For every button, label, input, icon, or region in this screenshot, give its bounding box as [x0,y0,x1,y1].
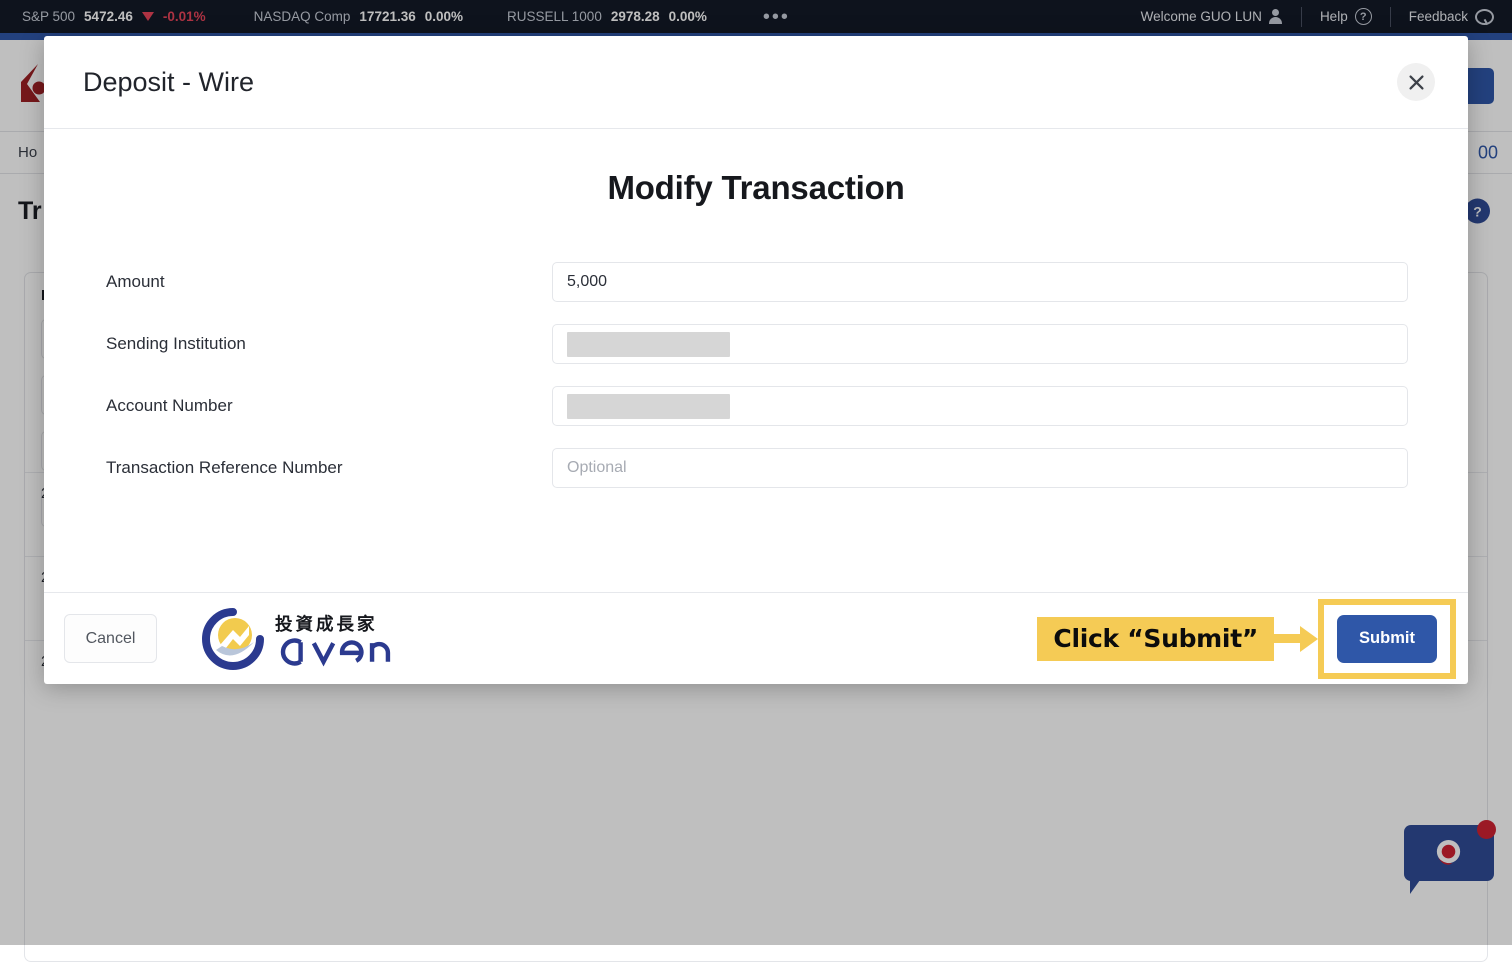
aven-logo-mark-icon [202,607,264,670]
field-row-amount: Amount [106,251,1468,313]
ticker-change: 0.00% [424,9,464,24]
ticker-name: S&P 500 [22,9,76,24]
aven-logo: 投資成長家 [202,607,409,670]
person-icon [1269,8,1283,25]
redacted-value [567,331,730,357]
page-title: Tr [18,196,42,225]
click-submit-annotation: Click “Submit” Submit [1037,598,1456,679]
field-row-account-number: Account Number [106,375,1468,437]
close-x-glyph [1408,74,1424,90]
account-number-input[interactable] [552,386,1408,426]
logo-cjk-text: 投資成長家 [275,614,378,635]
arrow-right-icon [1274,625,1318,652]
logo-latin-text [280,637,391,666]
close-icon[interactable] [1397,63,1435,101]
redacted-value [567,393,730,419]
help-link[interactable]: Help ? [1320,8,1372,25]
ticker-item-sp500[interactable]: S&P 500 5472.46 -0.01% [22,9,206,24]
label-account-number: Account Number [106,396,233,415]
label-sending-institution: Sending Institution [106,334,246,353]
help-label: Help [1319,9,1348,24]
ticker-value: 5472.46 [84,9,133,24]
chat-notification-dot [1477,820,1496,839]
modal-header: Deposit - Wire [44,36,1468,129]
transaction-reference-number-input[interactable] [552,448,1408,488]
feedback-icon [1475,8,1494,25]
brand-logo-icon [21,64,46,102]
annotation-highlight-ring: Submit [1318,598,1456,679]
help-badge-icon[interactable]: ? [1465,198,1490,224]
sending-institution-input[interactable] [552,324,1408,364]
ticker-item-nasdaq[interactable]: NASDAQ Comp 17721.36 0.00% [254,9,463,24]
arrow-down-icon [141,12,154,21]
ticker-name: RUSSELL 1000 [507,9,602,24]
welcome-label: Welcome GUO LUN [1140,9,1262,24]
chat-widget[interactable] [1404,820,1496,894]
label-amount: Amount [106,272,165,291]
label-transaction-reference-number: Transaction Reference Number [106,458,343,477]
submit-button[interactable]: Submit [1337,614,1437,663]
modal-footer: Cancel 投資成長家 [44,592,1468,684]
question-mark-icon: ? [1354,8,1372,25]
field-row-transaction-reference-number: Transaction Reference Number [106,437,1468,499]
header-balance: 00 [1477,142,1498,162]
ticker-item-russell1000[interactable]: RUSSELL 1000 2978.28 0.00% [507,9,707,24]
ticker-value: 17721.36 [359,9,416,24]
modal-title: Deposit - Wire [83,66,255,97]
cancel-button[interactable]: Cancel [64,614,157,663]
amount-input[interactable] [552,262,1408,302]
breadcrumb-item-home[interactable]: Ho [18,144,38,161]
annotation-label: Click “Submit” [1037,616,1274,661]
feedback-label: Feedback [1408,9,1468,24]
divider [1389,6,1391,27]
deposit-form: Amount Sending Institution Account Numbe… [44,251,1468,499]
divider [1300,6,1302,27]
ticker-name: NASDAQ Comp [253,9,351,24]
ticker-change: -0.01% [162,9,206,24]
form-heading: Modify Transaction [607,169,905,206]
field-row-sending-institution: Sending Institution [106,313,1468,375]
deposit-wire-modal: Deposit - Wire Modify Transaction Amount… [44,36,1468,684]
feedback-link[interactable]: Feedback [1408,8,1494,25]
ticker-value: 2978.28 [610,9,660,24]
page-title-row: Tr ? [0,185,1512,237]
market-ticker-bar: S&P 500 5472.46 -0.01% NASDAQ Comp 17721… [0,0,1512,33]
aven-wordmark: 投資成長家 [275,611,409,667]
ticker-change: 0.00% [668,9,707,24]
modal-body: Modify Transaction Amount Sending Instit… [44,129,1468,592]
welcome-user-menu[interactable]: Welcome GUO LUN [1140,8,1283,25]
chat-logo-icon [1436,839,1461,865]
